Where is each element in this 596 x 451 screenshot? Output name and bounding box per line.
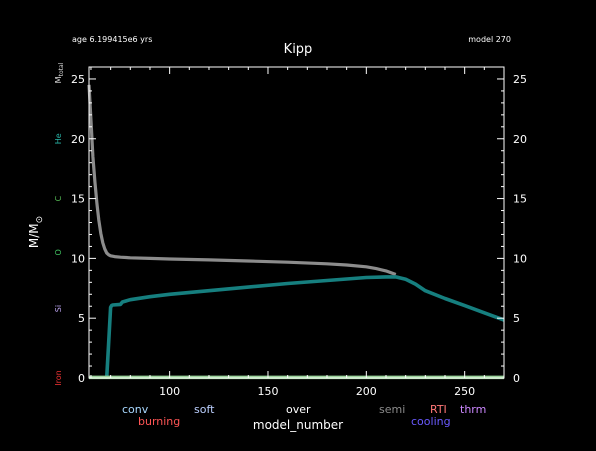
legend-item-cooling: cooling [411, 415, 451, 428]
legend-item-burning: burning [138, 415, 180, 428]
element-label-text: Si [54, 305, 63, 312]
element-label-text: Iron [54, 370, 63, 385]
element-label-text: M [54, 76, 63, 83]
legend-item-thrm: thrm [460, 403, 486, 416]
element-label-text: He [54, 133, 63, 144]
y-tick-label-right: 20 [513, 133, 527, 146]
y-axis-label-symbol: ⊙ [35, 216, 45, 224]
y-tick-label-right: 10 [513, 252, 527, 265]
legend-item-semi: semi [379, 403, 405, 416]
series-line-he_core [104, 275, 505, 379]
y-tick-label-left: 20 [71, 133, 85, 146]
y-tick-label-left: 5 [78, 312, 85, 325]
element-label: Mtotal [54, 62, 65, 83]
element-label: He [54, 133, 63, 144]
element-label: O [54, 249, 63, 255]
x-tick-label: 250 [454, 385, 475, 398]
age-readout: age 6.199415e6 yrs [72, 35, 152, 44]
y-tick-label-left: 15 [71, 193, 85, 206]
model-readout: model 270 [468, 35, 511, 44]
y-tick-label-left: 10 [71, 252, 85, 265]
series-layer [87, 84, 505, 380]
legend-item-RTI: RTI [430, 403, 447, 416]
element-label: Iron [54, 370, 63, 385]
series-line-total_mass [87, 84, 397, 277]
y-axis-label-text: M/M [27, 223, 41, 248]
y-axis-label: M/M⊙ [27, 216, 45, 248]
legend-item-conv: conv [122, 403, 149, 416]
x-tick-label: 150 [257, 385, 278, 398]
x-axis-label: model_number [253, 418, 343, 432]
element-label-text: O [54, 249, 63, 255]
y-tick-label-right: 5 [513, 312, 520, 325]
element-label-text: C [54, 195, 63, 201]
y-tick-label-right: 15 [513, 193, 527, 206]
x-tick-label: 200 [356, 385, 377, 398]
legend-item-soft: soft [194, 403, 215, 416]
y-tick-label-right: 25 [513, 73, 527, 86]
y-tick-label-left: 25 [71, 73, 85, 86]
ticks-layer: 100 150 200 250 0 0 5 5 10 10 15 15 20 20 25 25 [71, 67, 527, 398]
element-label-sub: total [58, 62, 65, 76]
element-label: Si [54, 305, 63, 312]
legend-item-over: over [286, 403, 311, 416]
y-tick-label-left: 0 [78, 372, 85, 385]
y-tick-label-right: 0 [513, 372, 520, 385]
element-labels: Mtotal He C O Si Iron [54, 62, 65, 385]
chart-title: Kipp [284, 42, 313, 57]
x-tick-label: 100 [159, 385, 180, 398]
element-label: C [54, 195, 63, 201]
